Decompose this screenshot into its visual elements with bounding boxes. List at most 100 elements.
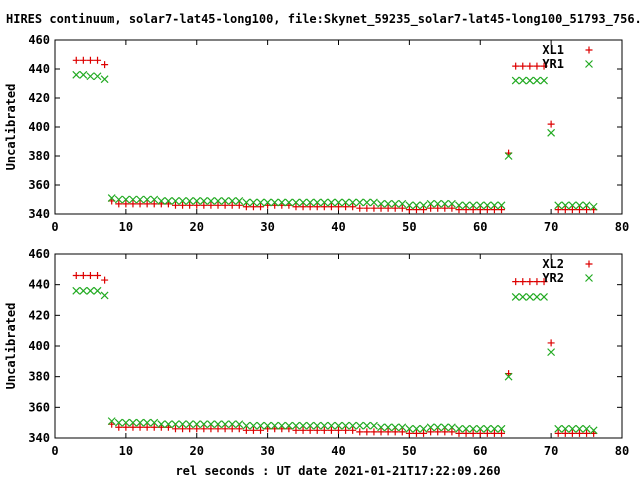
- data-point: [348, 198, 357, 207]
- data-point: [256, 421, 265, 430]
- data-point: [299, 198, 307, 207]
- data-point: [540, 293, 548, 301]
- data-point: [214, 425, 222, 433]
- data-point: [497, 424, 506, 433]
- data-point: [342, 203, 350, 211]
- data-point: [79, 286, 88, 295]
- data-point: [129, 195, 137, 204]
- data-point: [462, 201, 470, 210]
- data-point: [143, 200, 151, 208]
- data-point: [270, 198, 279, 207]
- data-point: [420, 206, 428, 214]
- data-point: [150, 418, 159, 427]
- data-point: [185, 420, 194, 429]
- data-point: [313, 421, 322, 430]
- data-point: [455, 201, 463, 210]
- data-point: [86, 271, 94, 279]
- data-point: [447, 199, 456, 208]
- data-point: [462, 429, 470, 437]
- data-point: [355, 198, 364, 207]
- data-point: [427, 204, 435, 212]
- data-point: [214, 197, 222, 205]
- data-point: [462, 206, 470, 214]
- data-point: [469, 201, 478, 210]
- data-point: [483, 424, 492, 433]
- data-point: [568, 206, 576, 214]
- data-point: [334, 421, 343, 430]
- data-point: [143, 418, 152, 427]
- y-tick-label: 360: [28, 178, 50, 192]
- data-point: [334, 198, 343, 207]
- data-point: [327, 203, 335, 211]
- data-point: [469, 424, 478, 433]
- data-point: [434, 428, 442, 436]
- data-point: [476, 424, 485, 433]
- data-point: [114, 195, 123, 204]
- data-point: [341, 421, 350, 430]
- data-point: [79, 271, 87, 279]
- x-tick-label: 20: [190, 220, 204, 234]
- y-tick-label: 460: [28, 33, 50, 47]
- data-point: [519, 62, 527, 70]
- data-point: [199, 420, 208, 429]
- data-point: [228, 197, 237, 205]
- x-tick-label: 10: [119, 444, 133, 458]
- data-point: [150, 423, 158, 431]
- legend-label: YR1: [542, 57, 564, 71]
- data-point: [299, 421, 307, 430]
- chart-panel-1: 0 10 20 30 40 50 60 70 80 340 360 380 400 420 440 460 Un…: [4, 33, 629, 234]
- data-point: [342, 426, 350, 434]
- data-point: [341, 198, 350, 207]
- data-point: [100, 75, 109, 84]
- data-point: [568, 429, 576, 437]
- data-point: [320, 203, 328, 211]
- data-point: [533, 62, 541, 70]
- x-tick-label: 70: [544, 220, 558, 234]
- data-point: [370, 428, 378, 436]
- data-point: [447, 423, 456, 432]
- data-point: [306, 421, 315, 430]
- data-point: [405, 424, 414, 433]
- data-point: [72, 70, 81, 79]
- y-tick-label: 340: [28, 431, 50, 445]
- series-yr1: [72, 70, 598, 211]
- data-point: [136, 195, 144, 204]
- data-point: [363, 204, 371, 212]
- data-point: [512, 278, 520, 286]
- data-point: [547, 348, 556, 357]
- data-point: [136, 423, 144, 431]
- data-point: [313, 426, 321, 434]
- legend-marker: [585, 60, 593, 68]
- data-point: [575, 424, 584, 433]
- data-point: [263, 198, 272, 207]
- data-point: [554, 424, 563, 433]
- data-point: [320, 421, 329, 430]
- data-point: [292, 203, 300, 211]
- x-tick-label: 60: [473, 220, 487, 234]
- data-point: [440, 423, 449, 432]
- data-point: [540, 62, 548, 70]
- data-point: [335, 426, 342, 434]
- data-point: [377, 199, 385, 208]
- y-tick-label: 400: [28, 339, 50, 353]
- data-point: [179, 425, 187, 433]
- data-point: [235, 197, 244, 205]
- data-point: [335, 203, 342, 211]
- data-point: [398, 199, 407, 208]
- data-point: [214, 201, 222, 209]
- data-point: [490, 424, 499, 433]
- data-point: [377, 428, 385, 436]
- data-point: [469, 206, 477, 214]
- y-tick-label: 380: [28, 370, 50, 384]
- data-point: [320, 198, 329, 207]
- data-point: [284, 198, 293, 207]
- data-point: [561, 424, 570, 433]
- data-point: [504, 372, 513, 381]
- data-point: [511, 76, 520, 85]
- x-tick-label: 30: [260, 220, 274, 234]
- data-point: [235, 420, 244, 429]
- data-point: [582, 201, 591, 210]
- data-point: [100, 291, 109, 300]
- x-tick-label: 40: [331, 220, 345, 234]
- data-point: [178, 420, 187, 429]
